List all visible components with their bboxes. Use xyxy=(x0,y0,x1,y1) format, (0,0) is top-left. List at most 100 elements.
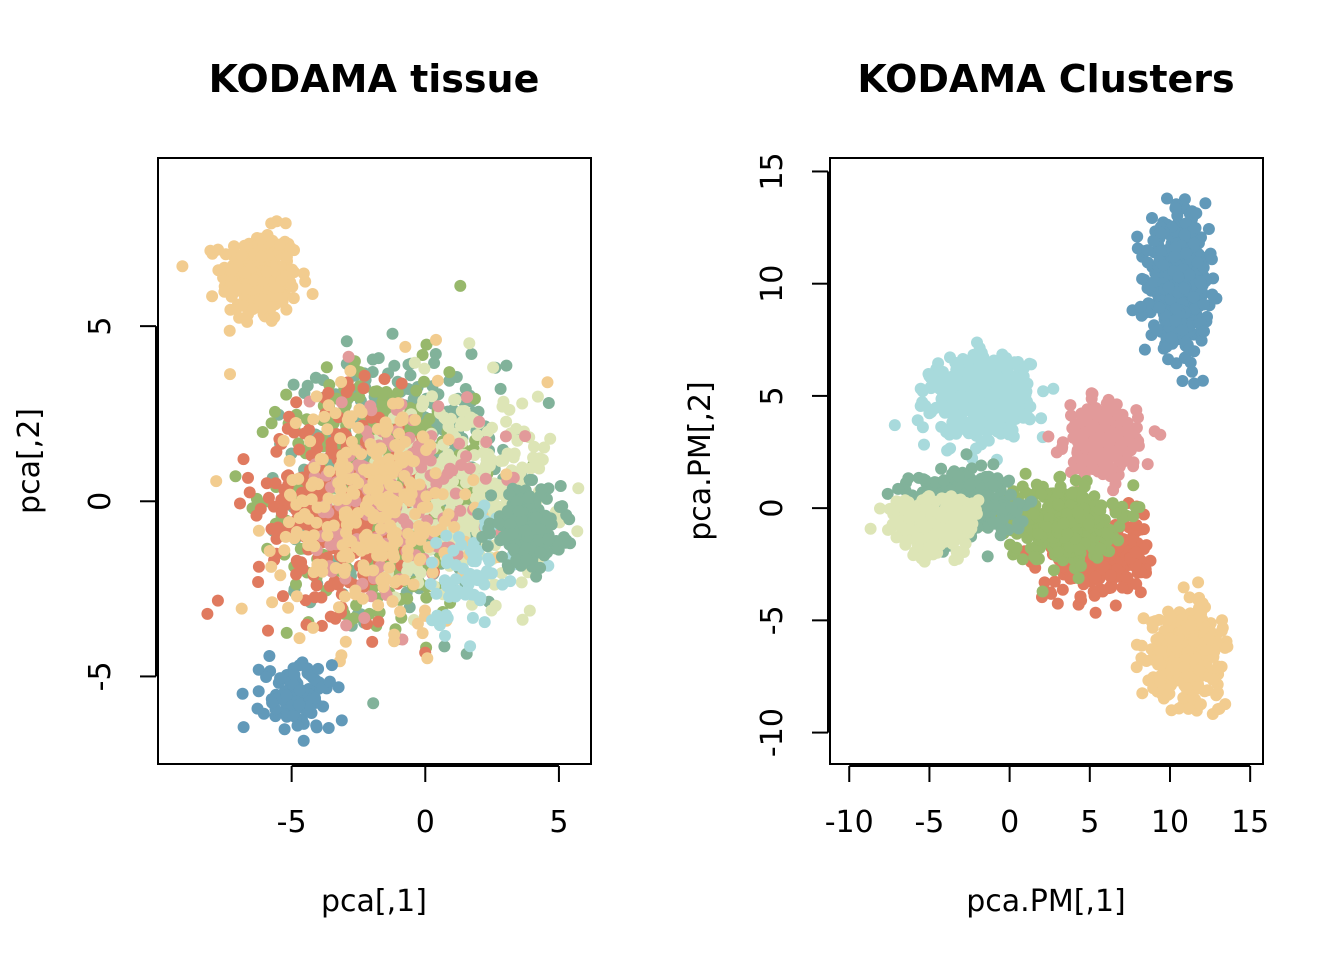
data-point xyxy=(1000,382,1013,395)
data-point xyxy=(1198,325,1210,338)
data-point xyxy=(250,509,263,522)
data-point xyxy=(443,374,456,387)
data-point xyxy=(449,559,462,572)
data-point xyxy=(467,474,480,486)
data-point xyxy=(293,443,306,456)
data-point xyxy=(316,565,329,578)
data-point xyxy=(1047,382,1060,395)
data-point xyxy=(960,424,973,437)
data-point xyxy=(448,521,461,533)
data-point xyxy=(394,605,407,618)
data-point xyxy=(432,400,445,413)
data-point xyxy=(501,504,514,517)
data-point xyxy=(318,410,331,423)
data-point xyxy=(1178,661,1191,674)
data-point xyxy=(996,348,1009,361)
data-point xyxy=(252,685,265,698)
data-point xyxy=(453,437,466,450)
data-point xyxy=(260,671,273,683)
data-point xyxy=(478,616,491,629)
data-point xyxy=(228,240,240,253)
data-point xyxy=(1184,356,1197,369)
data-point xyxy=(447,544,460,557)
data-point xyxy=(348,487,361,500)
data-point xyxy=(290,554,303,567)
data-point xyxy=(1197,298,1210,311)
data-point xyxy=(426,390,438,403)
data-point xyxy=(350,541,363,554)
data-point xyxy=(1173,702,1185,715)
data-point xyxy=(287,378,300,391)
data-point xyxy=(239,282,252,295)
data-point xyxy=(1162,688,1175,701)
x-tick-label: -5 xyxy=(277,805,307,840)
data-point xyxy=(1017,379,1030,391)
data-point xyxy=(914,400,927,412)
data-point xyxy=(386,595,399,608)
data-point xyxy=(416,349,429,361)
data-point xyxy=(1169,202,1182,215)
data-point xyxy=(383,519,396,532)
data-point xyxy=(218,285,231,298)
data-point xyxy=(251,702,264,715)
data-point xyxy=(270,532,283,545)
data-point xyxy=(273,238,286,251)
data-point xyxy=(975,435,988,448)
data-point xyxy=(428,357,441,369)
data-point xyxy=(1088,589,1101,602)
data-point xyxy=(296,494,308,507)
data-point xyxy=(367,697,380,710)
data-point xyxy=(408,356,421,369)
data-point xyxy=(463,462,476,475)
data-point xyxy=(943,428,956,441)
data-point xyxy=(288,244,300,257)
data-point xyxy=(1011,390,1024,403)
data-point xyxy=(320,361,333,374)
chart-title: KODAMA tissue xyxy=(209,57,540,101)
data-point xyxy=(507,451,520,464)
y-tick-label: 0 xyxy=(83,492,118,511)
data-point xyxy=(327,519,340,532)
data-point xyxy=(1135,639,1148,652)
data-point xyxy=(277,434,290,447)
data-point xyxy=(429,487,442,499)
data-point xyxy=(385,493,398,506)
points-layer xyxy=(864,192,1234,720)
data-point xyxy=(255,232,268,245)
data-point xyxy=(420,338,433,351)
data-point xyxy=(399,491,412,504)
x-tick-label: 5 xyxy=(549,805,568,840)
data-point xyxy=(299,275,312,288)
data-point xyxy=(430,333,442,346)
data-point xyxy=(418,362,431,375)
data-point xyxy=(430,587,443,600)
data-point xyxy=(1192,576,1205,589)
data-point xyxy=(340,335,353,348)
data-point xyxy=(1206,673,1219,686)
data-point xyxy=(1130,661,1143,674)
data-point xyxy=(388,551,400,564)
data-point xyxy=(991,409,1004,422)
data-point xyxy=(438,640,451,653)
data-point xyxy=(333,601,345,614)
data-point xyxy=(342,350,355,363)
data-point xyxy=(223,324,236,337)
data-point xyxy=(467,555,479,568)
data-point xyxy=(554,480,567,492)
data-point xyxy=(352,507,365,519)
data-point xyxy=(278,544,291,557)
data-point xyxy=(406,454,419,467)
data-point xyxy=(266,696,279,709)
data-point xyxy=(564,537,577,550)
data-point xyxy=(235,249,248,262)
data-point xyxy=(310,390,323,403)
data-point xyxy=(367,512,380,525)
data-point xyxy=(368,463,381,476)
data-point xyxy=(269,405,281,418)
data-point xyxy=(572,482,585,495)
data-point xyxy=(352,477,365,489)
data-point xyxy=(481,540,494,553)
data-point xyxy=(1089,402,1102,414)
data-point xyxy=(1180,247,1193,260)
data-point xyxy=(263,650,276,662)
